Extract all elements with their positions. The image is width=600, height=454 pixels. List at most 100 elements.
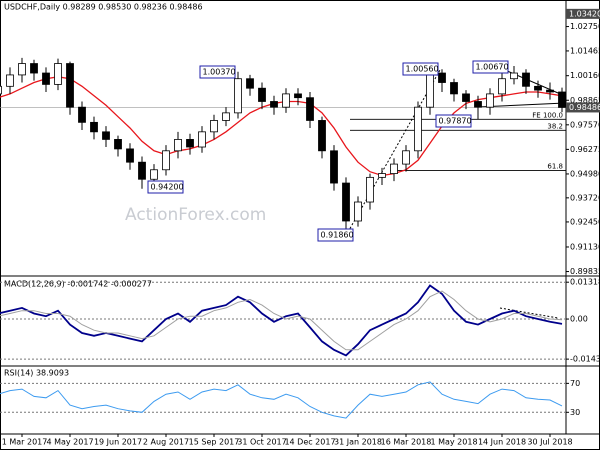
candle-body — [186, 139, 194, 148]
candle-body — [402, 150, 410, 165]
annotation-label: 0.97870 — [439, 117, 472, 126]
x-tick-label: 1 May 2018 — [430, 438, 477, 447]
last-price-label: 0.98486 — [569, 103, 600, 112]
fib-label: 61.8 — [547, 162, 563, 170]
candle-body — [18, 63, 26, 76]
indicator-line — [0, 381, 563, 419]
candle-body — [462, 93, 470, 102]
x-tick-label: 14 Jun 2018 — [478, 438, 526, 447]
candle-body — [102, 131, 110, 140]
fib-label: FE 100.0 — [532, 111, 563, 119]
candle-body — [426, 72, 434, 108]
scale-max-box — [566, 8, 600, 19]
candle-body — [30, 63, 38, 74]
candle-body — [42, 72, 50, 85]
candle-body — [282, 93, 290, 108]
indicator-line — [0, 284, 563, 357]
fib-label: 38.2 — [547, 122, 563, 130]
annotation-box — [199, 65, 236, 79]
candle-body — [486, 93, 494, 108]
y-tick-label: 0.98865 — [570, 96, 600, 105]
candle-body — [198, 131, 206, 148]
annotation-label: 1.00670 — [476, 63, 509, 72]
annotation-label: 1.00370 — [203, 68, 236, 77]
x-tick-label: 2 Aug 2017 — [143, 438, 189, 447]
x-tick-label: 19 Jun 2017 — [94, 438, 142, 447]
candle-body — [174, 139, 182, 152]
candle-body — [234, 78, 242, 114]
candle-body — [210, 120, 218, 133]
y-tick-label: 1.00160 — [570, 71, 600, 80]
candle-body — [126, 148, 134, 163]
trend-line — [347, 69, 441, 233]
annotation-box — [402, 62, 439, 76]
macd-header: MACD(12,26,9) -0.001742 -0.000277 — [4, 280, 152, 289]
scale-max-label: 1.03420 — [569, 9, 600, 18]
candle-body — [318, 120, 326, 152]
candle-body — [114, 139, 122, 150]
candle-body — [294, 93, 302, 99]
x-tick-label: 14 Dec 2017 — [284, 438, 335, 447]
candle-body — [90, 121, 98, 133]
y-tick-label: 0.013184 — [570, 278, 600, 287]
candle-body — [510, 72, 518, 80]
annotation-box — [147, 180, 184, 194]
y-tick-label: 0.89835 — [570, 267, 600, 276]
candle-body — [450, 82, 458, 95]
y-tick-label: 0.97570 — [570, 120, 600, 129]
y-tick-label: 70 — [570, 379, 580, 388]
watermark: ActionForex.com — [125, 205, 266, 225]
x-tick-label: 31 Oct 2017 — [237, 438, 286, 447]
candle-body — [534, 85, 542, 91]
x-tick-label: 15 Sep 2017 — [189, 438, 240, 447]
candle-body — [354, 201, 362, 222]
candle-body — [150, 169, 158, 180]
candle-body — [498, 78, 506, 95]
annotation-label: 1.00560 — [406, 65, 439, 74]
x-tick-label: 31 Jan 2018 — [334, 438, 382, 447]
candle-body — [78, 106, 86, 123]
candle-body — [414, 106, 422, 152]
candle-body — [6, 74, 14, 87]
x-tick-label: 30 Jul 2018 — [527, 438, 572, 447]
candle-body — [270, 101, 278, 108]
candle-body — [330, 150, 338, 184]
price-header: USDCHF,Daily 0.98289 0.98530 0.98236 0.9… — [4, 3, 203, 12]
candle-body — [378, 173, 386, 178]
y-tick-label: 0.94980 — [570, 169, 600, 178]
candle-body — [138, 161, 146, 180]
y-tick-label: 30 — [570, 408, 580, 417]
y-tick-label: -0.014339 — [570, 355, 600, 364]
y-tick-label: 1.01465 — [570, 46, 600, 55]
candle-body — [0, 85, 2, 95]
moving-average — [0, 76, 563, 177]
annotation-box — [472, 60, 509, 74]
annotation-label: 0.91860 — [321, 231, 354, 240]
candle-body — [258, 87, 266, 102]
candle-body — [390, 163, 398, 174]
candle-body — [66, 63, 74, 108]
candle-body — [54, 63, 62, 85]
y-tick-label: 0.00 — [570, 315, 588, 324]
annotation-box — [435, 114, 472, 128]
y-tick-label: 0.96275 — [570, 145, 600, 154]
y-tick-label: 1.02750 — [570, 22, 600, 31]
annotation-box — [317, 228, 354, 242]
last-price-box — [566, 102, 600, 113]
x-tick-label: 16 Mar 2018 — [381, 438, 432, 447]
x-tick-label: 4 May 2017 — [46, 438, 93, 447]
indicator-line — [0, 290, 563, 351]
annotation-label: 0.94200 — [151, 183, 184, 192]
x-tick-label: 21 Mar 2017 — [0, 438, 47, 447]
candle-body — [162, 150, 170, 171]
candle-body — [246, 78, 254, 89]
candle-body — [222, 112, 230, 121]
trend-line — [499, 307, 559, 319]
y-tick-label: 0.92450 — [570, 217, 600, 226]
candle-body — [438, 72, 446, 83]
candle-body — [366, 176, 374, 203]
y-tick-label: 0.91130 — [570, 242, 600, 251]
candle-body — [306, 97, 314, 121]
